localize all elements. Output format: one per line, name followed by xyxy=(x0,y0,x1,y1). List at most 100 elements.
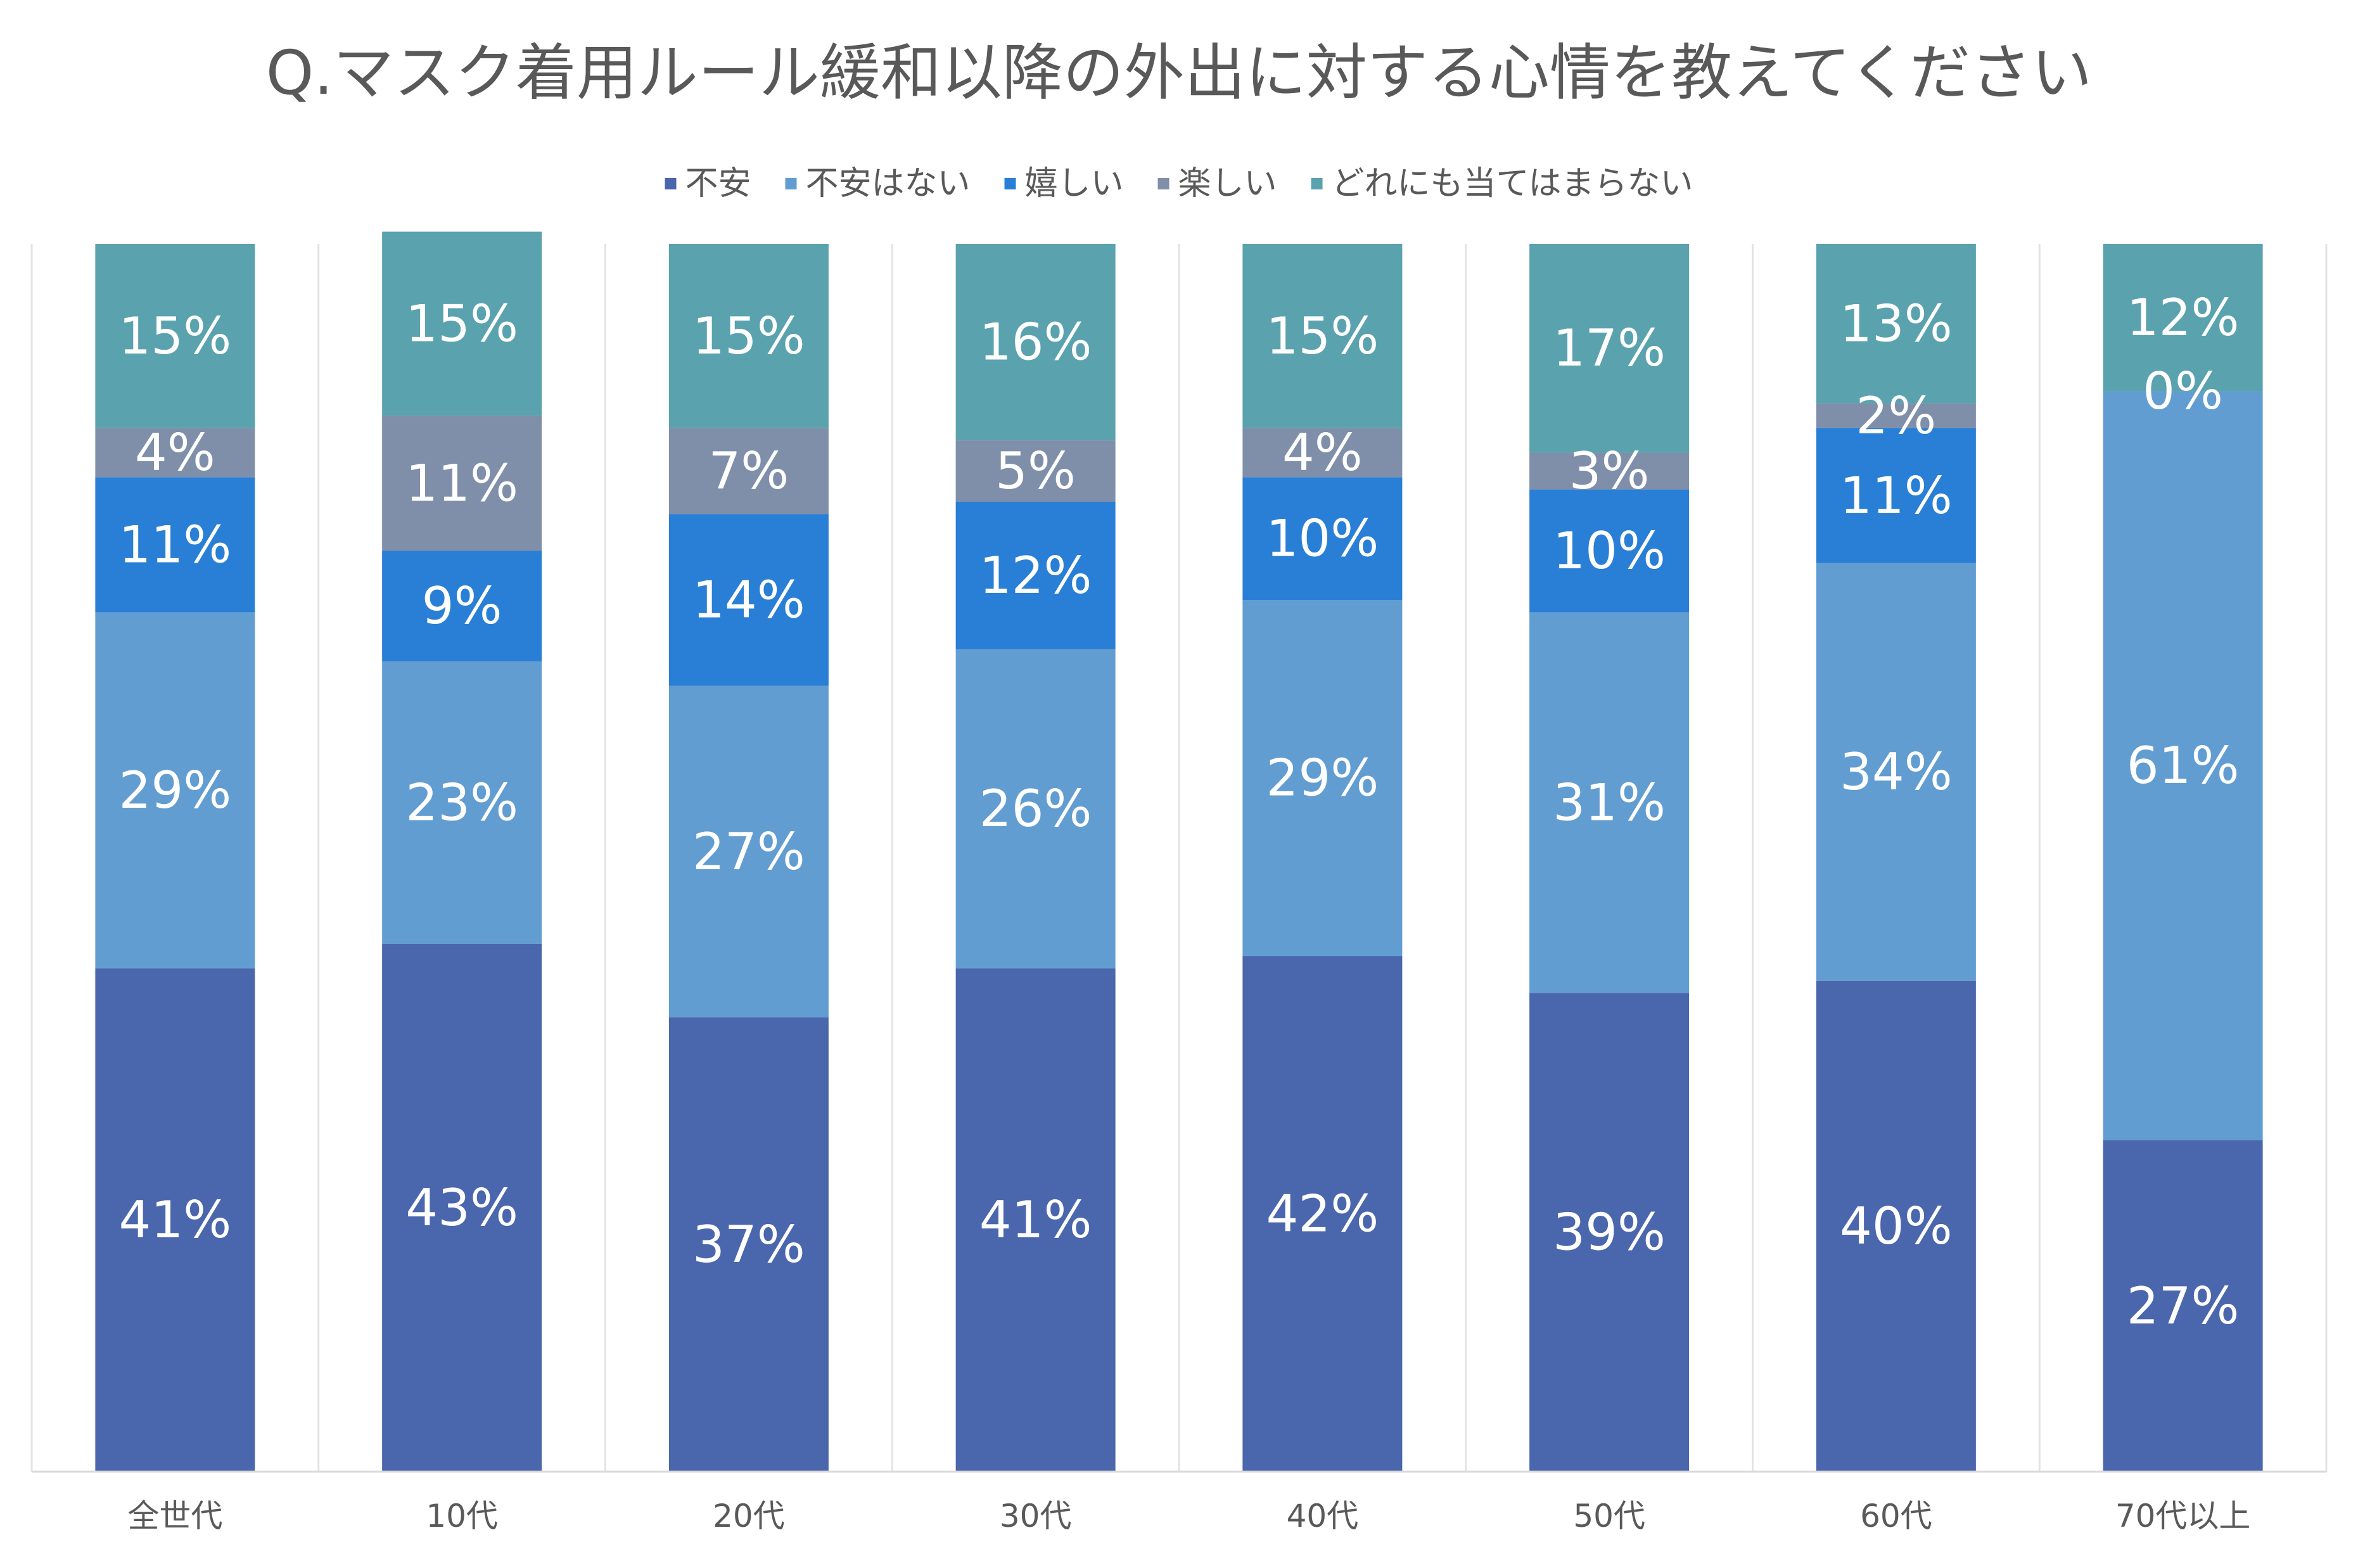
bar-segment-どれにも当てはまらない-1 xyxy=(382,231,542,416)
data-label-不安-5: 39% xyxy=(1553,1203,1666,1262)
data-label-不安-0: 41% xyxy=(118,1190,231,1249)
data-label-嬉しい-3: 12% xyxy=(979,546,1092,605)
data-label-不安-1: 43% xyxy=(405,1178,518,1237)
bar-segment-楽しい-0 xyxy=(95,428,255,478)
bar-segment-楽しい-5 xyxy=(1529,452,1690,490)
data-label-どれにも当てはまらない-5: 17% xyxy=(1553,319,1666,378)
bar-segment-不安はない-1 xyxy=(382,661,542,944)
bar-segment-不安-4 xyxy=(1242,956,1403,1472)
data-label-不安はない-7: 61% xyxy=(2127,736,2240,795)
legend-label-どれにも当てはまらない: どれにも当てはまらない xyxy=(1332,165,1693,203)
bar-segment-どれにも当てはまらない-6 xyxy=(1816,244,1976,404)
data-label-楽しい-1: 11% xyxy=(405,454,518,513)
bar-segment-どれにも当てはまらない-2 xyxy=(668,244,829,428)
bar-segment-嬉しい-6 xyxy=(1816,428,1976,563)
legend-swatch-嬉しい xyxy=(1004,178,1016,189)
data-label-嬉しい-5: 10% xyxy=(1553,521,1666,580)
data-label-嬉しい-0: 11% xyxy=(118,515,231,574)
bar-segment-不安-6 xyxy=(1816,980,1976,1472)
bar-segment-嬉しい-2 xyxy=(668,514,829,686)
x-tick-label: 50代 xyxy=(1573,1498,1645,1534)
x-tick-label: 70代以上 xyxy=(2115,1498,2251,1534)
bar-segment-どれにも当てはまらない-5 xyxy=(1529,244,1690,453)
legend-label-楽しい: 楽しい xyxy=(1178,165,1277,203)
data-label-どれにも当てはまらない-6: 13% xyxy=(1840,294,1953,353)
bar-segment-楽しい-6 xyxy=(1816,403,1976,428)
data-label-どれにも当てはまらない-1: 15% xyxy=(405,294,518,353)
bar-segment-不安-2 xyxy=(668,1017,829,1472)
data-label-楽しい-3: 5% xyxy=(995,442,1076,500)
bar-segment-不安-5 xyxy=(1529,993,1690,1472)
data-label-嬉しい-6: 11% xyxy=(1840,466,1953,525)
bar-segment-楽しい-1 xyxy=(382,416,542,551)
data-label-楽しい-2: 7% xyxy=(708,442,789,500)
bar-segment-不安はない-2 xyxy=(668,685,829,1017)
bar-segment-不安はない-5 xyxy=(1529,612,1690,993)
data-label-不安はない-4: 29% xyxy=(1266,749,1379,808)
data-label-不安-4: 42% xyxy=(1266,1185,1379,1244)
legend-swatch-どれにも当てはまらない xyxy=(1311,178,1323,189)
data-label-不安はない-0: 29% xyxy=(118,761,231,820)
data-label-不安-3: 41% xyxy=(979,1190,1092,1249)
data-label-楽しい-4: 4% xyxy=(1282,423,1363,482)
bar-segment-不安-3 xyxy=(955,968,1116,1472)
data-label-嬉しい-2: 14% xyxy=(692,571,805,630)
data-label-どれにも当てはまらない-4: 15% xyxy=(1266,307,1379,366)
data-label-不安-2: 37% xyxy=(692,1215,805,1274)
bar-segment-楽しい-2 xyxy=(668,428,829,514)
data-label-どれにも当てはまらない-0: 15% xyxy=(118,307,231,366)
data-label-嬉しい-1: 9% xyxy=(422,577,502,635)
data-label-楽しい-0: 4% xyxy=(135,423,215,482)
data-labels: 41% 29% 11% 4% 15% 43% 23% 9% 11% 15% 37% 27% 14% 7% 1… xyxy=(118,288,2239,1335)
data-label-不安はない-2: 27% xyxy=(692,822,805,881)
x-tick-label: 20代 xyxy=(713,1498,785,1534)
x-tick-label: 30代 xyxy=(1000,1498,1072,1534)
data-label-楽しい-7: 0% xyxy=(2143,362,2223,421)
bar-segment-楽しい-3 xyxy=(955,440,1116,502)
bar-segment-不安はない-6 xyxy=(1816,563,1976,981)
legend-swatch-不安 xyxy=(665,178,677,189)
bar-segment-不安-7 xyxy=(2103,1140,2263,1472)
bar-segment-嬉しい-0 xyxy=(95,477,255,613)
legend-label-不安: 不安 xyxy=(685,165,751,203)
bar-segment-不安-1 xyxy=(382,943,542,1472)
x-tick-label: 60代 xyxy=(1860,1498,1932,1534)
data-label-不安-6: 40% xyxy=(1840,1197,1953,1256)
x-tick-label: 40代 xyxy=(1287,1498,1359,1534)
x-tick-label: 全世代 xyxy=(127,1498,222,1534)
legend-swatch-楽しい xyxy=(1157,178,1169,189)
bar-segment-どれにも当てはまらない-4 xyxy=(1242,244,1403,428)
data-label-楽しい-5: 3% xyxy=(1569,442,1650,500)
data-label-楽しい-6: 2% xyxy=(1856,386,1936,445)
chart-title: Q.マスク着用ルール緩和以降の外出に対する心情を教えてください xyxy=(266,37,2092,108)
data-label-不安-7: 27% xyxy=(2127,1277,2240,1335)
bar-segment-不安はない-4 xyxy=(1242,600,1403,957)
data-label-不安はない-3: 26% xyxy=(979,779,1092,838)
bar-segment-不安はない-3 xyxy=(955,649,1116,969)
data-label-不安はない-1: 23% xyxy=(405,773,518,832)
data-label-不安はない-6: 34% xyxy=(1840,743,1953,801)
x-tick-label: 10代 xyxy=(426,1498,498,1534)
bar-segment-楽しい-4 xyxy=(1242,428,1403,478)
bar-segment-嬉しい-3 xyxy=(955,501,1116,649)
bars xyxy=(95,231,2263,1472)
category-separators xyxy=(30,244,2328,1472)
data-label-不安はない-5: 31% xyxy=(1553,773,1666,832)
bar-segment-嬉しい-4 xyxy=(1242,477,1403,601)
bar-segment-嬉しい-1 xyxy=(382,551,542,661)
legend: 不安 不安はない 嬉しい 楽しい どれにも当てはまらない xyxy=(665,165,1693,203)
bar-segment-どれにも当てはまらない-0 xyxy=(95,244,255,428)
bar-segment-嬉しい-5 xyxy=(1529,489,1690,613)
bar-segment-どれにも当てはまらない-3 xyxy=(955,244,1116,441)
bar-segment-どれにも当てはまらない-7 xyxy=(2103,244,2263,392)
bar-segment-不安はない-7 xyxy=(2103,391,2263,1140)
data-label-どれにも当てはまらない-2: 15% xyxy=(692,307,805,366)
data-label-どれにも当てはまらない-3: 16% xyxy=(979,313,1092,372)
data-label-どれにも当てはまらない-7: 12% xyxy=(2127,288,2240,347)
legend-swatch-不安はない xyxy=(785,178,797,189)
x-axis: 全世代 10代 20代 30代 40代 50代 60代 70代以上 xyxy=(32,1470,2326,1534)
legend-label-嬉しい: 嬉しい xyxy=(1025,165,1124,203)
bar-segment-不安はない-0 xyxy=(95,612,255,969)
